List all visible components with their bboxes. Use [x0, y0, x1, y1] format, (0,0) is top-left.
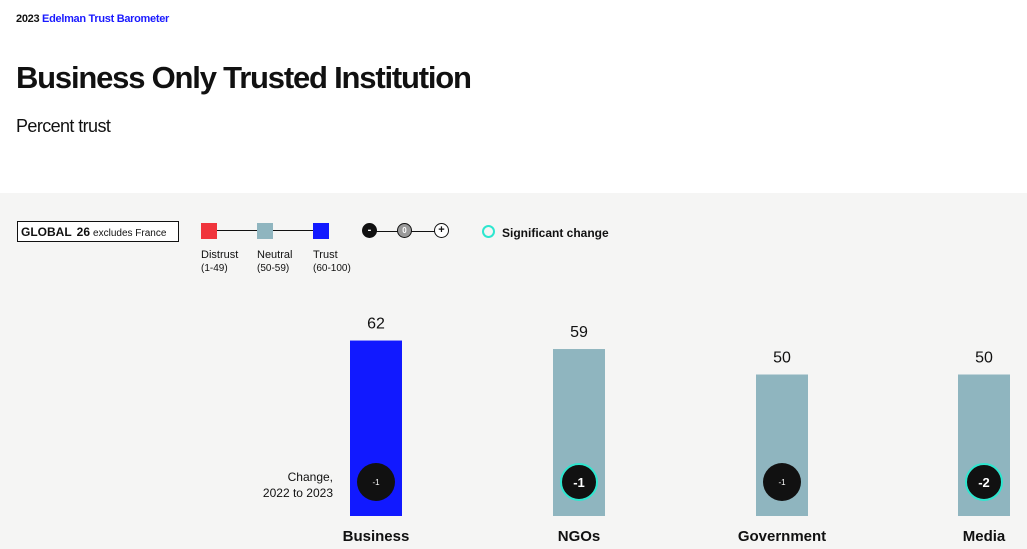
brand-name: Edelman Trust Barometer [42, 13, 170, 25]
change-label-ngos: -1 [573, 475, 585, 490]
minus-icon: - [362, 223, 377, 238]
global-badge: GLOBAL 26 excludes France [17, 221, 179, 242]
change-note-line2: 2022 to 2023 [262, 486, 333, 500]
change-label-media: -2 [978, 475, 990, 490]
chart-panel [0, 193, 1027, 549]
significant-change-icon [482, 225, 495, 238]
category-label-media: Media [963, 528, 1006, 545]
change-note: Change, 2022 to 2023 [228, 469, 333, 501]
neutral-legend-label: Neutral (50-59) [257, 249, 292, 275]
change-note-line1: Change, [287, 470, 333, 484]
change-circle-ngos [560, 463, 598, 501]
category-label-business: Business [343, 528, 410, 545]
value-label-media: 50 [975, 350, 993, 367]
value-label-ngos: 59 [570, 324, 588, 341]
trust-label: Trust [313, 249, 338, 261]
page-title: Business Only Trusted Institution [16, 60, 472, 95]
distrust-label: Distrust [201, 249, 239, 261]
significant-change-label: Significant change [502, 226, 609, 240]
distrust-legend-label: Distrust (1-49) [201, 249, 238, 275]
neutral-swatch [257, 223, 273, 239]
trust-swatch [313, 223, 329, 239]
category-label-government: Government [738, 528, 826, 545]
change-circle-media [965, 463, 1003, 501]
brand: 2023 Edelman Trust Barometer [16, 13, 169, 25]
category-label-ngos: NGOs [558, 528, 601, 545]
change-label-business: -1 [372, 478, 380, 487]
trust-range: (60-100) [313, 263, 351, 274]
page-subtitle: Percent trust [16, 116, 111, 136]
global-count: 26 [76, 225, 91, 239]
global-note: excludes France [93, 228, 167, 239]
value-label-business: 62 [367, 316, 385, 333]
zero-change-icon: 0 [397, 223, 412, 238]
plus-icon: + [434, 223, 449, 238]
distrust-swatch [201, 223, 217, 239]
trust-legend-label: Trust (60-100) [313, 249, 351, 275]
neutral-range: (50-59) [257, 263, 290, 274]
value-label-government: 50 [773, 350, 791, 367]
distrust-range: (1-49) [201, 263, 228, 274]
change-label-government: -1 [778, 478, 786, 487]
header: 2023 Edelman Trust Barometer Business On… [0, 0, 1027, 193]
neutral-label: Neutral [257, 249, 293, 261]
change-circle-business [357, 463, 395, 501]
global-label: GLOBAL [21, 225, 72, 239]
change-circle-government [763, 463, 801, 501]
brand-year: 2023 [16, 13, 40, 25]
